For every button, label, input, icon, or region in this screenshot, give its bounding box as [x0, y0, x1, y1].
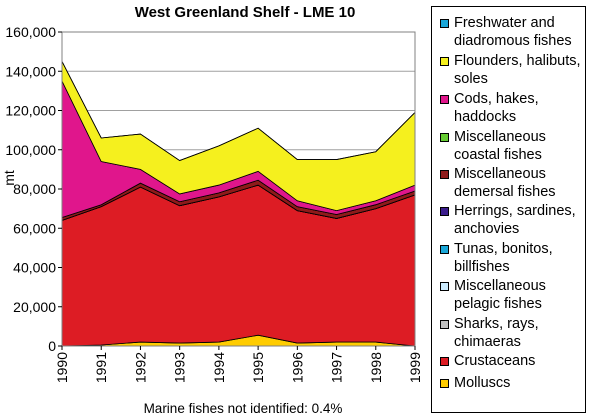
legend-swatch [440, 95, 449, 104]
legend: Freshwater and diadromous fishes Flounder… [431, 6, 586, 413]
footnote: Marine fishes not identified: 0.4% [144, 401, 343, 416]
x-tick-label: 1998 [368, 352, 384, 383]
y-tick-label: 0 [48, 338, 56, 354]
axes: 0 20,000 40,000 60,000 80,000 100,000 120,000 1… [5, 24, 423, 383]
y-tick-label: 40,000 [13, 260, 56, 276]
y-tick-label: 100,000 [5, 142, 56, 158]
x-tick-label: 1997 [329, 352, 345, 383]
legend-swatch [440, 245, 449, 254]
legend-swatch [440, 379, 449, 388]
area-series [61, 61, 416, 347]
legend-swatch [440, 170, 449, 179]
legend-label: Miscellaneous coastal fishes [454, 129, 546, 163]
x-tick-label: 1995 [250, 352, 266, 383]
legend-swatch [440, 19, 449, 28]
stacked-area-chart: West Greenland Shelf - LME 10 0 20,000 40,… [1, 4, 423, 416]
legend-swatch [440, 282, 449, 291]
legend-label: Miscellaneous demersal fishes [454, 166, 556, 200]
legend-swatch [440, 57, 449, 66]
chart-title: West Greenland Shelf - LME 10 [135, 4, 356, 21]
x-tick-label: 1999 [407, 352, 423, 383]
legend-label: Molluscs [454, 375, 511, 391]
legend-swatch [440, 357, 449, 366]
legend-label: Flounders, halibuts, soles [454, 53, 581, 87]
legend-label: Herrings, sardines, anchovies [454, 203, 576, 237]
y-tick-label: 120,000 [5, 103, 56, 119]
y-tick-label: 60,000 [13, 220, 56, 236]
legend-label: Cods, hakes, haddocks [454, 91, 539, 125]
y-tick-label: 160,000 [5, 24, 56, 40]
x-tick-label: 1991 [93, 352, 109, 383]
legend-label: Sharks, rays, chimaeras [454, 316, 539, 350]
y-tick-label: 20,000 [13, 299, 56, 315]
legend-label: Crustaceans [454, 353, 536, 369]
y-tick-label: 140,000 [5, 63, 56, 79]
x-tick-label: 1993 [172, 352, 188, 383]
x-tick-label: 1990 [54, 352, 70, 383]
legend-label: Freshwater and diadromous fishes [454, 15, 572, 49]
y-tick-label: 80,000 [13, 181, 56, 197]
x-tick-label: 1992 [132, 352, 148, 383]
y-axis-label: mt [1, 170, 17, 186]
legend-label: Tunas, bonitos, billfishes [454, 241, 553, 275]
x-tick-label: 1994 [211, 352, 227, 383]
legend-swatch [440, 320, 449, 329]
legend-swatch [440, 207, 449, 216]
x-tick-label: 1996 [289, 352, 305, 383]
legend-label: Miscellaneous pelagic fishes [454, 278, 546, 312]
legend-swatch [440, 133, 449, 142]
